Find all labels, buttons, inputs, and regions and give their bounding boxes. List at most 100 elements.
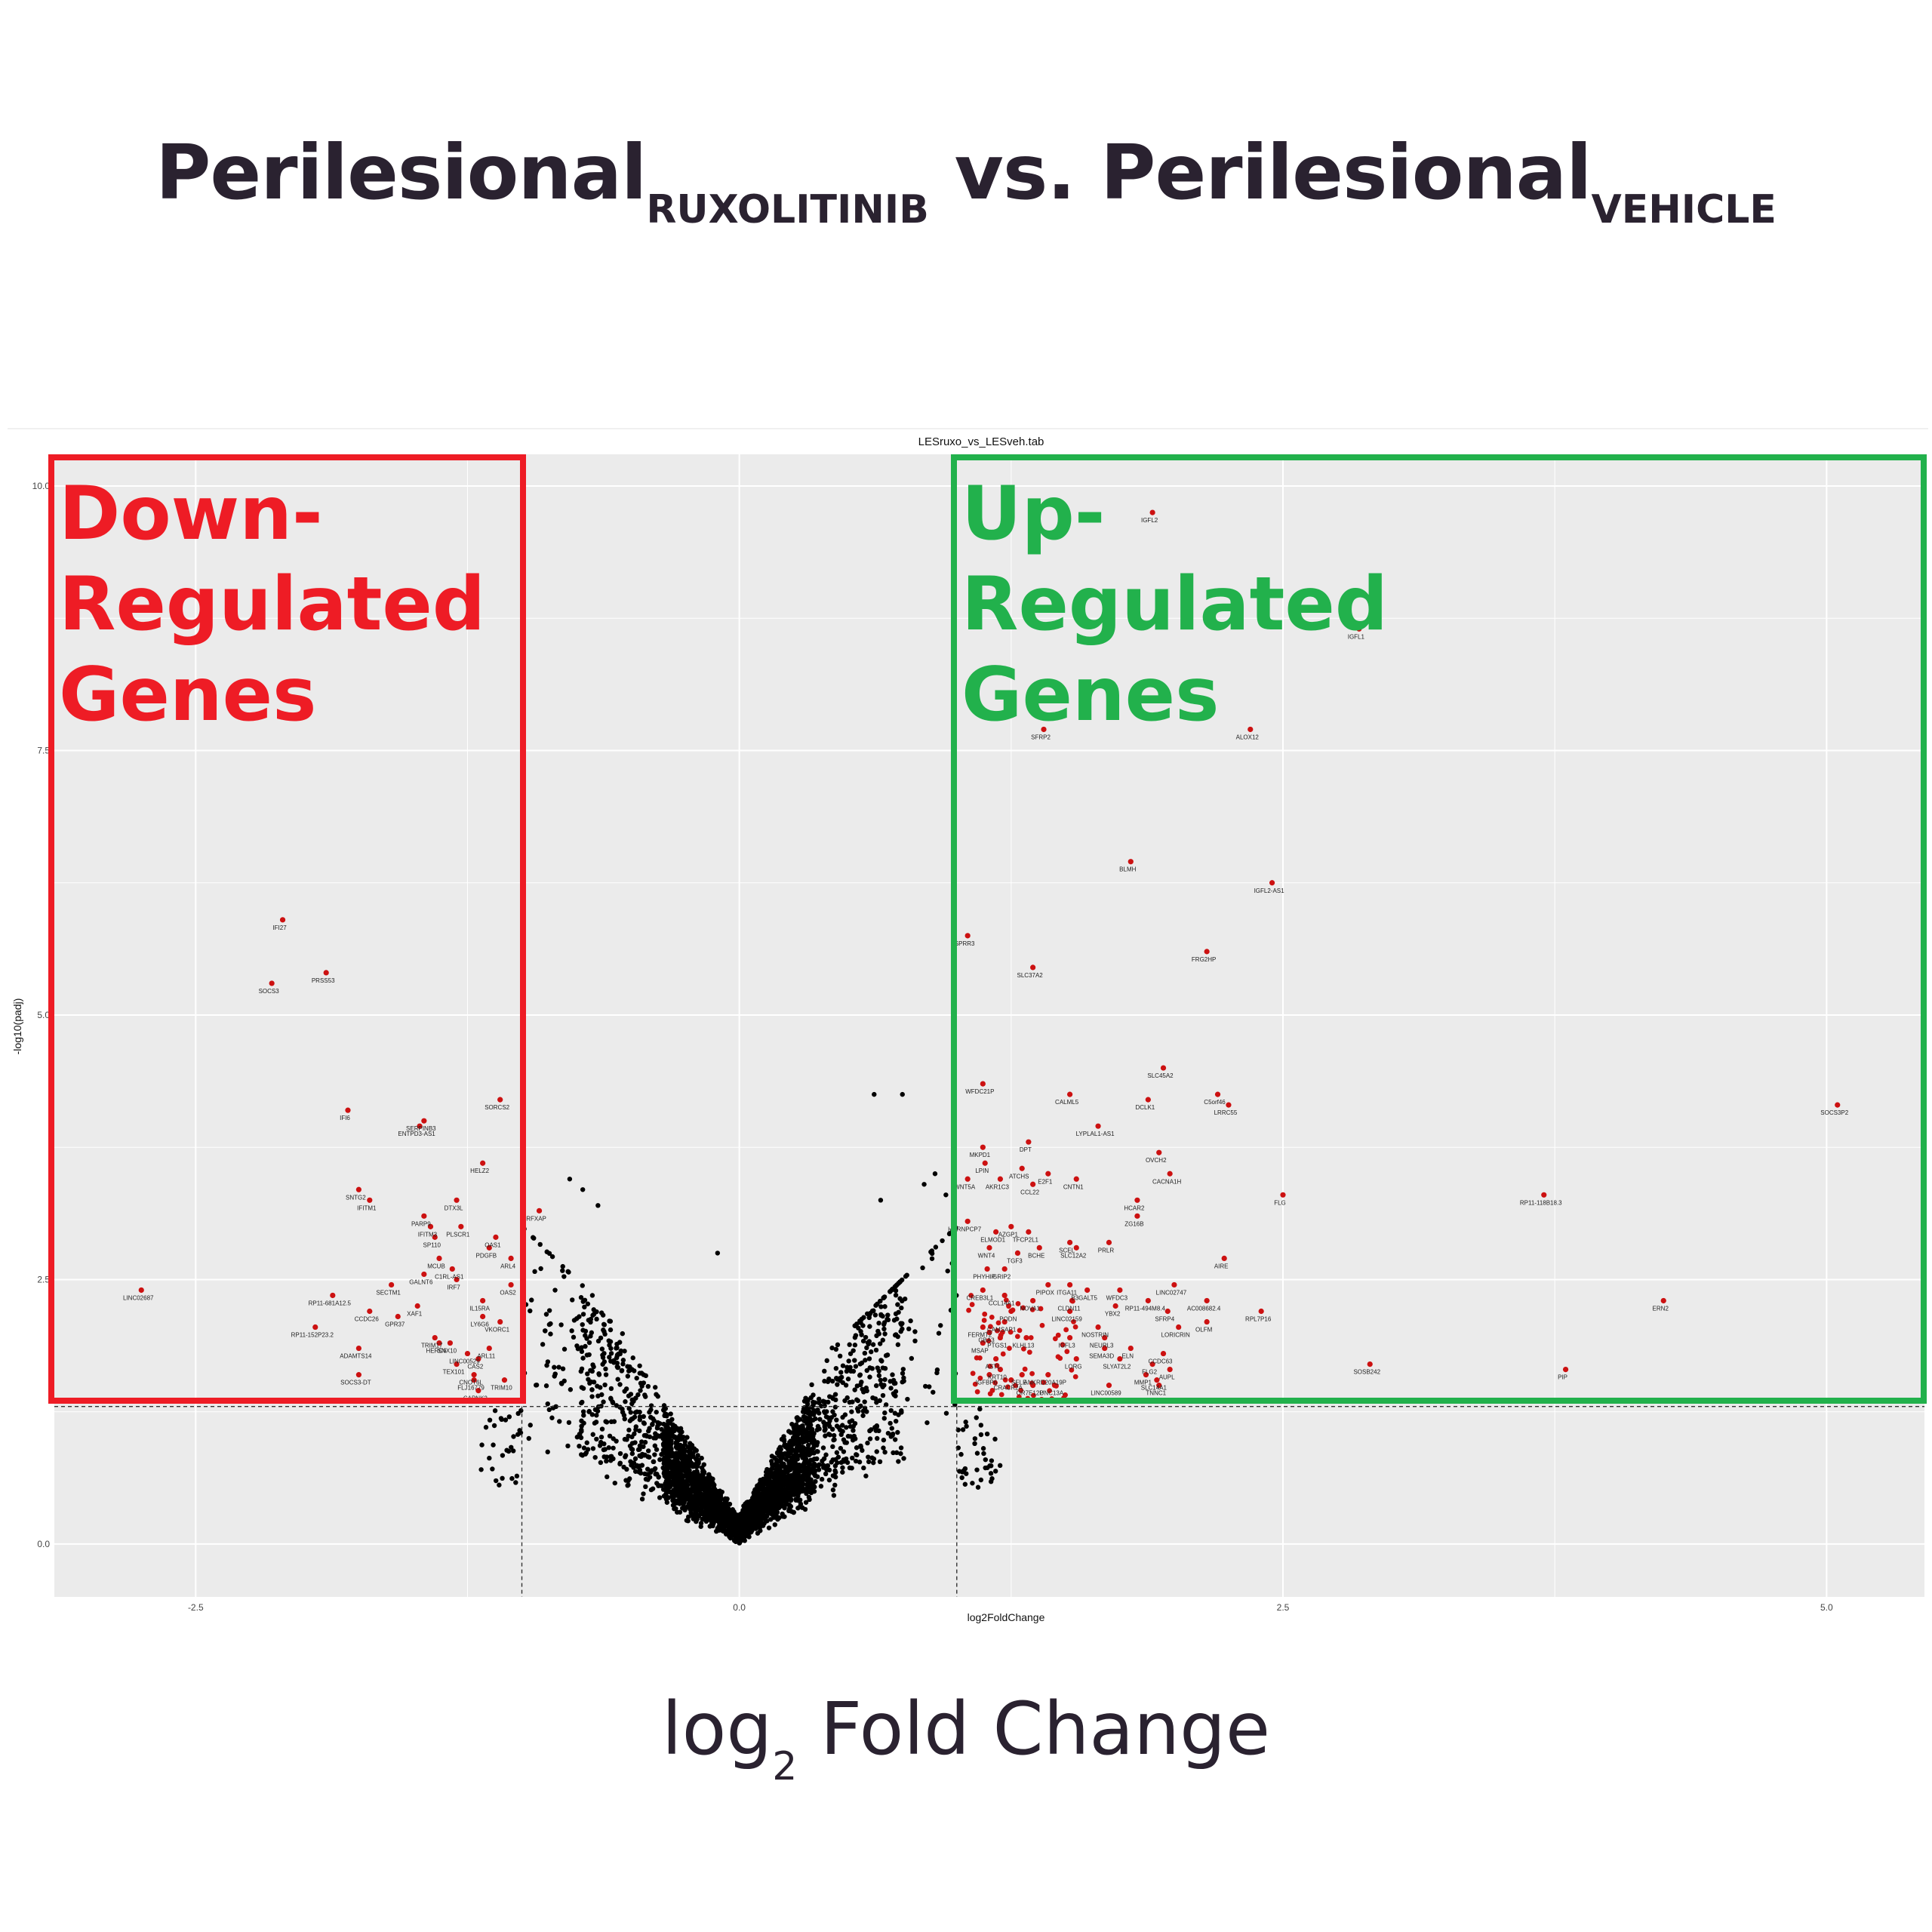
nonsig-point bbox=[608, 1386, 614, 1392]
nonsig-point bbox=[617, 1382, 623, 1387]
gene-label: OAS1 bbox=[485, 1241, 501, 1248]
nonsig-point bbox=[920, 1265, 925, 1271]
nonsig-point bbox=[586, 1318, 592, 1323]
significant-point bbox=[414, 1303, 420, 1309]
nonsig-point bbox=[648, 1469, 654, 1475]
significant-point bbox=[1067, 1308, 1073, 1315]
nonsig-point bbox=[650, 1416, 656, 1421]
significant-point bbox=[1026, 1139, 1032, 1145]
nonsig-point bbox=[647, 1454, 652, 1460]
nonsig-point bbox=[540, 1342, 546, 1347]
nonsig-point bbox=[889, 1287, 894, 1293]
significant-point bbox=[1029, 1371, 1035, 1377]
plot-title: LESruxo_vs_LESveh.tab bbox=[918, 435, 1044, 448]
nonsig-point bbox=[741, 1519, 746, 1525]
nonsig-point bbox=[788, 1497, 794, 1503]
significant-point bbox=[1008, 1329, 1014, 1335]
nonsig-point bbox=[641, 1380, 647, 1386]
nonsig-point bbox=[623, 1399, 628, 1404]
gene-label: PRSS53 bbox=[312, 977, 335, 984]
nonsig-point bbox=[797, 1504, 803, 1509]
nonsig-point bbox=[584, 1336, 589, 1341]
significant-point bbox=[1020, 1305, 1026, 1311]
nonsig-point bbox=[668, 1449, 674, 1454]
nonsig-point bbox=[552, 1364, 557, 1370]
significant-point bbox=[980, 1324, 986, 1331]
nonsig-point bbox=[674, 1451, 679, 1456]
gene-label: SP110 bbox=[423, 1241, 441, 1248]
nonsig-point bbox=[600, 1352, 605, 1358]
nonsig-point bbox=[934, 1370, 940, 1376]
y-axis-label: -log10(padj) bbox=[11, 998, 23, 1055]
gene-label: OAS2 bbox=[500, 1289, 516, 1296]
nonsig-point bbox=[807, 1497, 812, 1503]
nonsig-point bbox=[715, 1488, 721, 1494]
significant-point bbox=[1156, 1383, 1162, 1389]
nonsig-point bbox=[823, 1452, 829, 1457]
significant-point bbox=[486, 1244, 492, 1251]
nonsig-point bbox=[824, 1409, 829, 1414]
significant-point bbox=[1073, 1355, 1079, 1362]
nonsig-point bbox=[685, 1435, 690, 1440]
nonsig-point bbox=[803, 1500, 809, 1505]
nonsig-point bbox=[712, 1503, 718, 1508]
nonsig-point bbox=[795, 1474, 801, 1480]
nonsig-point bbox=[691, 1446, 697, 1451]
gene-label: LYPLAL1-AS1 bbox=[1076, 1131, 1115, 1137]
significant-point bbox=[330, 1292, 336, 1299]
nonsig-point bbox=[565, 1269, 571, 1275]
nonsig-point bbox=[493, 1478, 499, 1484]
nonsig-point bbox=[707, 1475, 713, 1480]
nonsig-point bbox=[962, 1481, 968, 1487]
significant-point bbox=[1117, 1287, 1123, 1294]
gene-label: WNT5A bbox=[954, 1183, 976, 1190]
nonsig-point bbox=[802, 1459, 808, 1465]
gene-label: LORICRIN bbox=[1161, 1332, 1190, 1339]
y-tick-label: 10.0 bbox=[32, 481, 51, 491]
nonsig-point bbox=[737, 1540, 742, 1546]
nonsig-point bbox=[795, 1463, 800, 1469]
nonsig-point bbox=[513, 1480, 518, 1485]
significant-point bbox=[1019, 1372, 1025, 1378]
nonsig-point bbox=[764, 1472, 769, 1478]
nonsig-point bbox=[777, 1444, 783, 1450]
nonsig-point bbox=[830, 1409, 835, 1414]
nonsig-point bbox=[797, 1497, 803, 1503]
caption-suffix: Fold Change bbox=[797, 1687, 1271, 1771]
significant-point bbox=[1055, 1332, 1061, 1338]
significant-point bbox=[986, 1329, 992, 1336]
nonsig-point bbox=[804, 1431, 810, 1436]
nonsig-point bbox=[595, 1393, 601, 1398]
nonsig-point bbox=[881, 1437, 887, 1443]
nonsig-point bbox=[805, 1450, 811, 1456]
nonsig-point bbox=[871, 1308, 876, 1313]
significant-point bbox=[1145, 1097, 1151, 1103]
axis-ticks: -2.5 0.0 2.5 5.0 0.0 2.5 5.0 7.5 10.0 bbox=[32, 481, 1833, 1613]
gene-label: CALML5 bbox=[1055, 1099, 1079, 1106]
significant-point bbox=[1072, 1374, 1078, 1380]
x-tick-label: 2.5 bbox=[1277, 1602, 1290, 1613]
nonsig-point bbox=[557, 1419, 562, 1424]
nonsig-point bbox=[858, 1443, 863, 1449]
significant-point bbox=[1160, 1350, 1167, 1357]
nonsig-point bbox=[972, 1436, 978, 1441]
significant-point bbox=[508, 1255, 514, 1262]
nonsig-point bbox=[772, 1522, 778, 1527]
gene-label: E2F1 bbox=[1038, 1178, 1053, 1185]
significant-point bbox=[1006, 1303, 1011, 1309]
significant-point bbox=[1167, 1171, 1173, 1177]
nonsig-point bbox=[694, 1518, 699, 1524]
nonsig-point bbox=[629, 1401, 635, 1407]
nonsig-point bbox=[885, 1430, 891, 1436]
nonsig-point bbox=[835, 1342, 841, 1348]
nonsig-point bbox=[642, 1439, 648, 1445]
nonsig-point bbox=[832, 1392, 838, 1397]
nonsig-point bbox=[880, 1337, 885, 1343]
nonsig-point bbox=[792, 1486, 798, 1492]
nonsig-point bbox=[876, 1320, 881, 1326]
nonsig-point bbox=[698, 1482, 703, 1488]
nonsig-point bbox=[675, 1438, 680, 1444]
nonsig-point bbox=[849, 1409, 854, 1414]
nonsig-point bbox=[848, 1351, 854, 1356]
nonsig-point bbox=[820, 1398, 826, 1404]
